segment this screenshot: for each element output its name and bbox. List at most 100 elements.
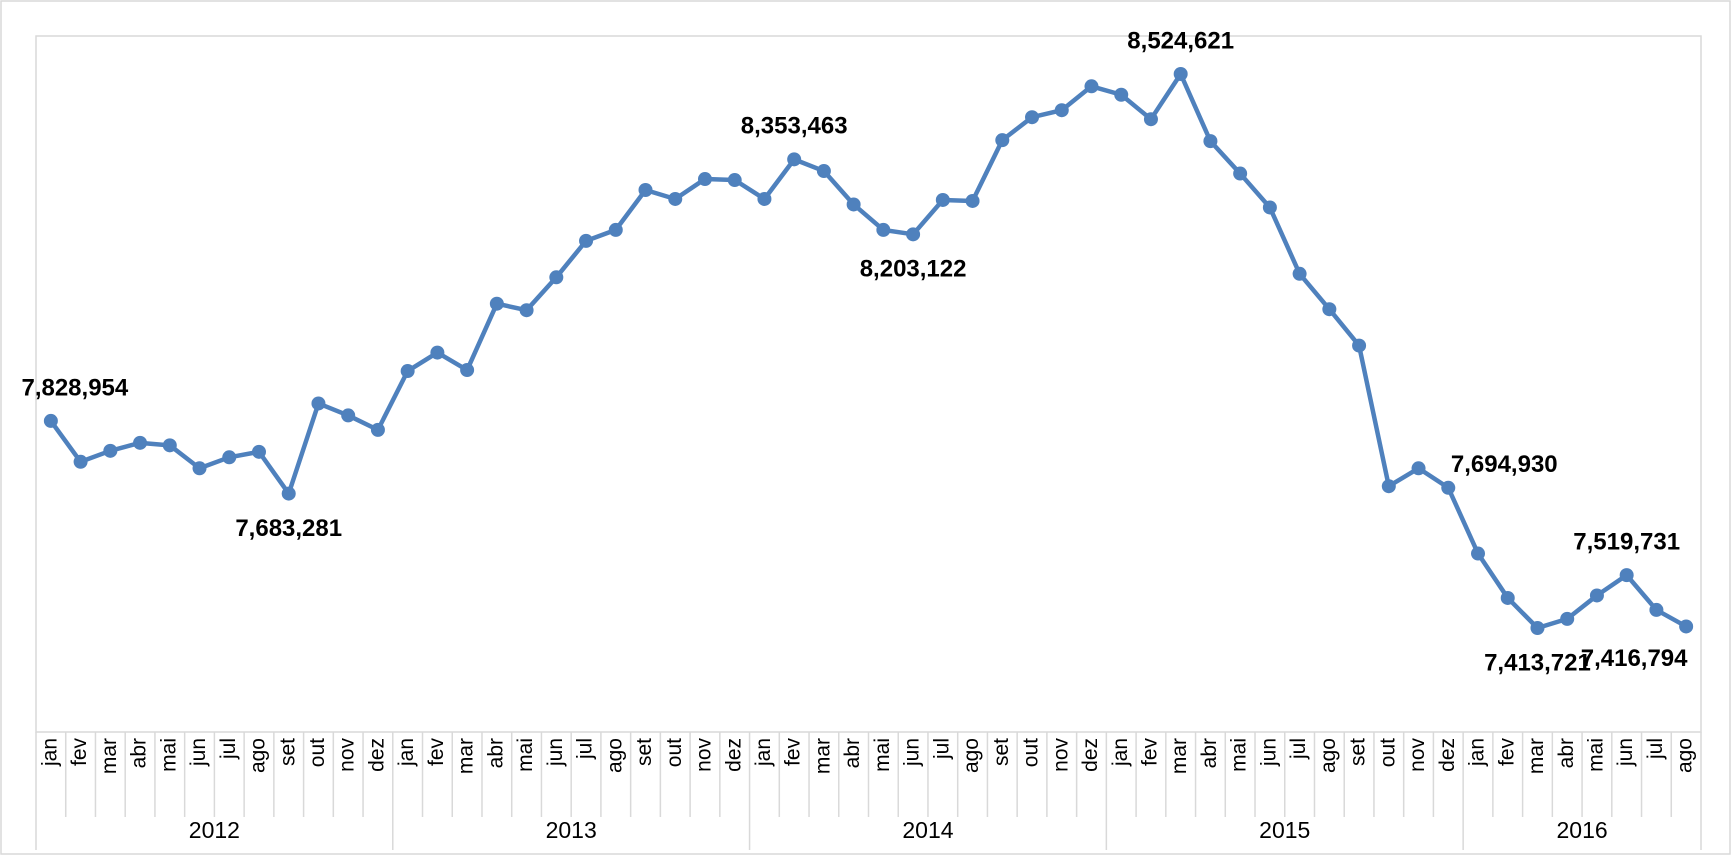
marker — [1114, 87, 1129, 102]
marker — [1471, 546, 1486, 561]
x-tick-label: abr — [841, 738, 864, 768]
marker — [311, 396, 326, 411]
marker — [1381, 479, 1396, 494]
x-tick-label: abr — [1555, 738, 1578, 768]
marker — [608, 222, 623, 237]
data-label: 7,694,930 — [1451, 451, 1558, 478]
x-tick-label: ago — [960, 738, 983, 773]
x-tick-label: mai — [1584, 738, 1607, 772]
marker — [549, 270, 564, 285]
marker — [1084, 79, 1099, 94]
line — [49, 71, 1688, 631]
group-label: 2015 — [1259, 817, 1310, 843]
marker — [1262, 200, 1277, 215]
x-tick-label: mai — [1228, 738, 1251, 772]
x-tick-label: fev — [1139, 738, 1162, 767]
marker — [133, 435, 148, 450]
group-label: 2012 — [189, 817, 240, 843]
x-tick-label: jun — [901, 738, 924, 767]
group-label: 2016 — [1556, 817, 1607, 843]
marker — [787, 152, 802, 167]
marker — [935, 192, 950, 207]
x-tick-label: abr — [484, 738, 507, 768]
marker — [460, 363, 475, 378]
marker — [400, 364, 415, 379]
x-tick-label: fev — [425, 738, 448, 767]
x-tick-label: nov — [1406, 738, 1429, 772]
marker — [73, 454, 88, 469]
x-tick-label: nov — [693, 738, 716, 772]
x-tick-label: mar — [1525, 738, 1548, 774]
marker — [1054, 103, 1069, 118]
marker — [1173, 67, 1188, 81]
marker — [430, 345, 445, 360]
x-tick-label: jan — [1109, 738, 1132, 767]
x-tick-label: jan — [752, 738, 775, 767]
x-tick-label: ago — [1317, 738, 1340, 773]
data-label: 7,683,281 — [235, 515, 342, 542]
data-label: 7,519,731 — [1573, 528, 1680, 555]
marker — [1441, 480, 1456, 495]
x-tick-label: ago — [1674, 738, 1697, 773]
marker — [1560, 611, 1575, 626]
marker — [1679, 619, 1694, 634]
marker — [222, 450, 237, 465]
x-tick-label: jan — [38, 738, 61, 767]
marker — [1589, 588, 1604, 603]
group-label: 2013 — [546, 817, 597, 843]
x-tick-label: jan — [395, 738, 418, 767]
marker — [370, 422, 385, 437]
x-tick-label: ago — [247, 738, 270, 773]
x-tick-label: jun — [1257, 738, 1280, 767]
marker — [341, 408, 356, 423]
x-tick-label: fev — [68, 738, 91, 767]
x-tick-label: mar — [1168, 738, 1191, 774]
x-tick-label: set — [633, 738, 656, 766]
x-tick-label: mar — [455, 738, 478, 774]
marker — [906, 227, 921, 242]
marker — [1143, 112, 1158, 127]
marker — [162, 438, 177, 453]
marker — [876, 222, 891, 237]
marker — [846, 197, 861, 212]
marker — [757, 191, 772, 206]
x-tick-label: mar — [811, 738, 834, 774]
x-tick-label: ago — [603, 738, 626, 773]
x-tick-label: dez — [1079, 738, 1102, 772]
marker — [1530, 621, 1545, 635]
x-tick-label: jul — [1644, 738, 1667, 760]
x-tick-label: out — [1020, 738, 1043, 767]
x-tick-label: jul — [574, 738, 597, 760]
x-tick-label: abr — [128, 738, 151, 768]
plot-area — [35, 35, 1702, 733]
x-tick-label: dez — [1436, 738, 1459, 772]
x-tick-label: jul — [1287, 738, 1310, 760]
x-tick-label: set — [1347, 738, 1370, 766]
x-tick-label: dez — [722, 738, 745, 772]
marker — [43, 413, 58, 428]
data-label: 7,416,794 — [1581, 645, 1688, 672]
marker — [1292, 266, 1307, 281]
marker — [251, 444, 266, 459]
data-label: 7,413,721 — [1484, 649, 1591, 676]
x-tick-label: nov — [1049, 738, 1072, 772]
marker — [697, 172, 712, 187]
marker — [1500, 590, 1515, 605]
x-tick-label: jun — [1614, 738, 1637, 767]
marker — [519, 303, 534, 318]
x-tick-label: set — [276, 738, 299, 766]
x-tick-label: jun — [544, 738, 567, 767]
marker — [1411, 461, 1426, 476]
x-tick-label: mai — [514, 738, 537, 772]
x-tick-label: out — [306, 738, 329, 767]
marker — [103, 443, 118, 458]
marker — [579, 233, 594, 248]
group-label: 2014 — [902, 817, 953, 843]
marker — [727, 173, 742, 188]
marker — [281, 486, 296, 501]
x-tick-label: dez — [365, 738, 388, 772]
x-tick-label: out — [1376, 738, 1399, 767]
x-tick-label: mai — [871, 738, 894, 772]
